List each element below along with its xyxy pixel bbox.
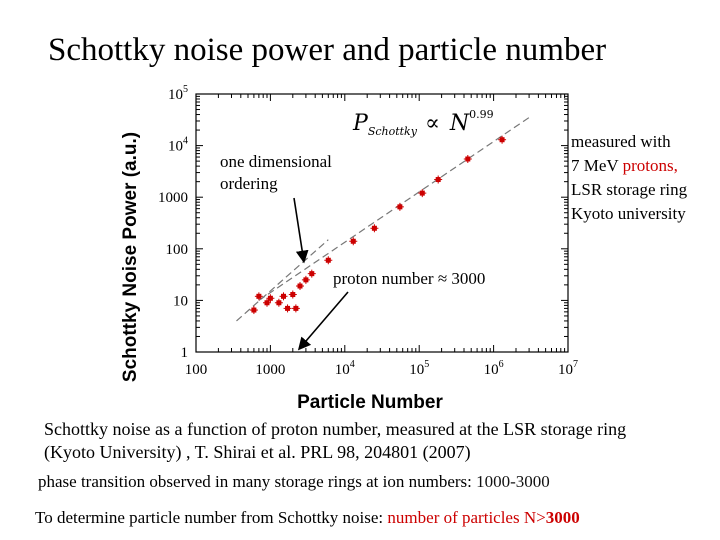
note-line-3: LSR storage ring	[571, 180, 688, 199]
y-tick-label: 1000	[158, 190, 188, 206]
formula-lhs-sub: Schottky	[368, 125, 418, 138]
data-point	[498, 135, 507, 144]
point-marker	[276, 300, 282, 306]
y-tick-label: 100	[166, 242, 189, 258]
x-tick-label: 106	[484, 359, 504, 378]
measurement-note: measured with 7 MeV protons, LSR storage…	[571, 130, 687, 226]
svg-text:PSchottky∝N0.99: PSchottky ∝ N0.99	[352, 108, 494, 138]
data-point	[283, 304, 292, 313]
ordering-line-2: ordering	[220, 174, 278, 193]
data-point	[463, 154, 472, 163]
note-line-2: 7 MeV protons,	[571, 156, 678, 175]
point-marker	[303, 277, 309, 283]
point-marker	[309, 271, 315, 277]
proton-number-note: proton number ≈ 3000	[333, 269, 486, 288]
phase-transition-note: phase transition observed in many storag…	[38, 472, 550, 491]
formula-op: ∝	[425, 111, 440, 136]
data-point	[291, 304, 300, 313]
ordering-line-1: one dimensional	[220, 152, 332, 171]
point-marker	[293, 305, 299, 311]
fit-lines	[236, 117, 530, 322]
data-point	[418, 189, 427, 198]
point-marker	[350, 238, 356, 244]
data-point	[288, 290, 297, 299]
point-marker	[499, 137, 505, 143]
ordering-note: one dimensional ordering	[220, 151, 332, 195]
x-tick-label: 105	[409, 359, 429, 378]
data-point	[434, 175, 443, 184]
y-axis-label: Schottky Noise Power (a.u.)	[120, 132, 141, 382]
data-point	[266, 294, 275, 303]
formula-rhs: N	[449, 111, 470, 136]
data-point	[262, 298, 271, 307]
point-marker	[264, 300, 270, 306]
x-axis-label: Particle Number	[297, 392, 443, 412]
point-marker	[397, 204, 403, 210]
fit-line-ordering	[236, 239, 329, 322]
point-marker	[419, 190, 425, 196]
proton-arrow	[297, 291, 349, 351]
note-line-1: measured with	[571, 132, 671, 151]
ordering-arrow	[293, 197, 309, 264]
point-marker	[465, 156, 471, 162]
y-tick-label: 1	[181, 345, 189, 361]
point-marker	[325, 257, 331, 263]
formula-label: PSchottky ∝ N0.99	[352, 108, 494, 138]
point-marker	[371, 225, 377, 231]
caption-line-2: (Kyoto University) , T. Shirai et al. PR…	[44, 442, 471, 462]
data-point	[254, 292, 263, 301]
data-point	[274, 298, 283, 307]
note-line-4: Kyoto university	[571, 204, 686, 223]
plot-border	[195, 93, 569, 353]
y-tick-label: 105	[168, 84, 188, 103]
data-point	[307, 269, 316, 278]
point-marker	[267, 295, 273, 301]
data-point	[279, 292, 288, 301]
point-marker	[290, 292, 296, 298]
point-marker	[281, 293, 287, 299]
slide-title: Schottky noise power and particle number	[48, 32, 607, 68]
data-point	[395, 202, 404, 211]
point-marker	[256, 293, 262, 299]
data-point	[349, 237, 358, 246]
caption-line-1: Schottky noise as a function of proton n…	[44, 419, 627, 439]
x-tick-label: 107	[558, 359, 578, 378]
x-tick-label: 1000	[255, 362, 285, 378]
data-point	[301, 275, 310, 284]
x-tick-label: 100	[185, 362, 208, 378]
determine-note: To determine particle number from Schott…	[35, 508, 580, 527]
annotation-arrows	[293, 197, 349, 351]
formula-lhs: P	[352, 111, 369, 136]
data-point	[370, 224, 379, 233]
data-point	[324, 256, 333, 265]
axis-ticks: 100 1000 104 105 106 107 1 10 100 1000 104 105	[158, 84, 578, 378]
caption: Schottky noise as a function of proton n…	[44, 418, 704, 464]
y-tick-label: 104	[168, 136, 188, 155]
data-points	[249, 135, 507, 315]
point-marker	[297, 283, 303, 289]
formula-exp: 0.99	[469, 108, 494, 121]
point-marker	[285, 305, 291, 311]
plot-frame	[195, 93, 569, 353]
data-point	[296, 282, 305, 291]
point-marker	[435, 177, 441, 183]
y-tick-label: 10	[173, 293, 188, 309]
point-marker	[251, 307, 257, 313]
data-point	[249, 306, 258, 315]
x-tick-label: 104	[335, 359, 355, 378]
